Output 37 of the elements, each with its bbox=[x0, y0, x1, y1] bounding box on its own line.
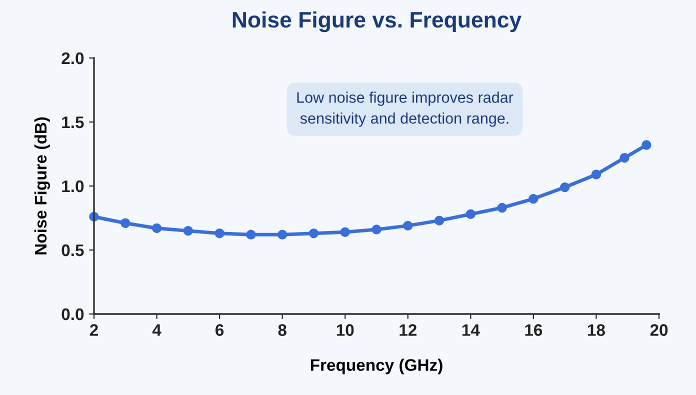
x-tick-label: 8 bbox=[278, 324, 286, 336]
y-tick-label: 1.5 bbox=[62, 116, 84, 128]
point bbox=[642, 140, 652, 150]
point bbox=[120, 218, 130, 228]
point bbox=[214, 228, 224, 238]
x-tick-label: 20 bbox=[650, 324, 668, 336]
x-axis-title: Frequency (GHz) bbox=[310, 358, 442, 374]
annotation: Low noise figure improves radar sensitivity and detection range. bbox=[297, 92, 514, 127]
point bbox=[466, 209, 476, 220]
chart-title: Noise Figure vs. Frequency bbox=[232, 11, 522, 32]
point bbox=[497, 202, 507, 213]
x-tick-label: 10 bbox=[336, 324, 354, 336]
y-tick-label: 2.0 bbox=[62, 52, 84, 64]
y-tick-label: 0.5 bbox=[62, 244, 84, 256]
point bbox=[308, 228, 319, 238]
point bbox=[403, 220, 413, 231]
x-tick-label: 18 bbox=[588, 324, 605, 336]
x-tick-label: 2 bbox=[90, 324, 98, 336]
point bbox=[591, 170, 602, 180]
y-tick-label: 1.0 bbox=[62, 180, 84, 192]
x-tick-label: 6 bbox=[216, 324, 224, 336]
point bbox=[528, 194, 538, 204]
y-axis-title: Noise Figure (dB) bbox=[34, 117, 50, 254]
point bbox=[560, 182, 570, 192]
point bbox=[277, 230, 288, 240]
point bbox=[372, 224, 382, 234]
point bbox=[620, 152, 630, 163]
x-tick-label: 12 bbox=[400, 324, 416, 336]
point bbox=[183, 226, 194, 236]
point bbox=[152, 223, 162, 234]
x-tick-label: 14 bbox=[462, 324, 480, 336]
y-tick-label: 0.0 bbox=[62, 308, 84, 320]
x-tick-label: 16 bbox=[525, 324, 542, 336]
point bbox=[434, 216, 444, 226]
point bbox=[340, 227, 350, 237]
x-tick-label: 4 bbox=[152, 324, 162, 336]
point bbox=[246, 230, 256, 240]
